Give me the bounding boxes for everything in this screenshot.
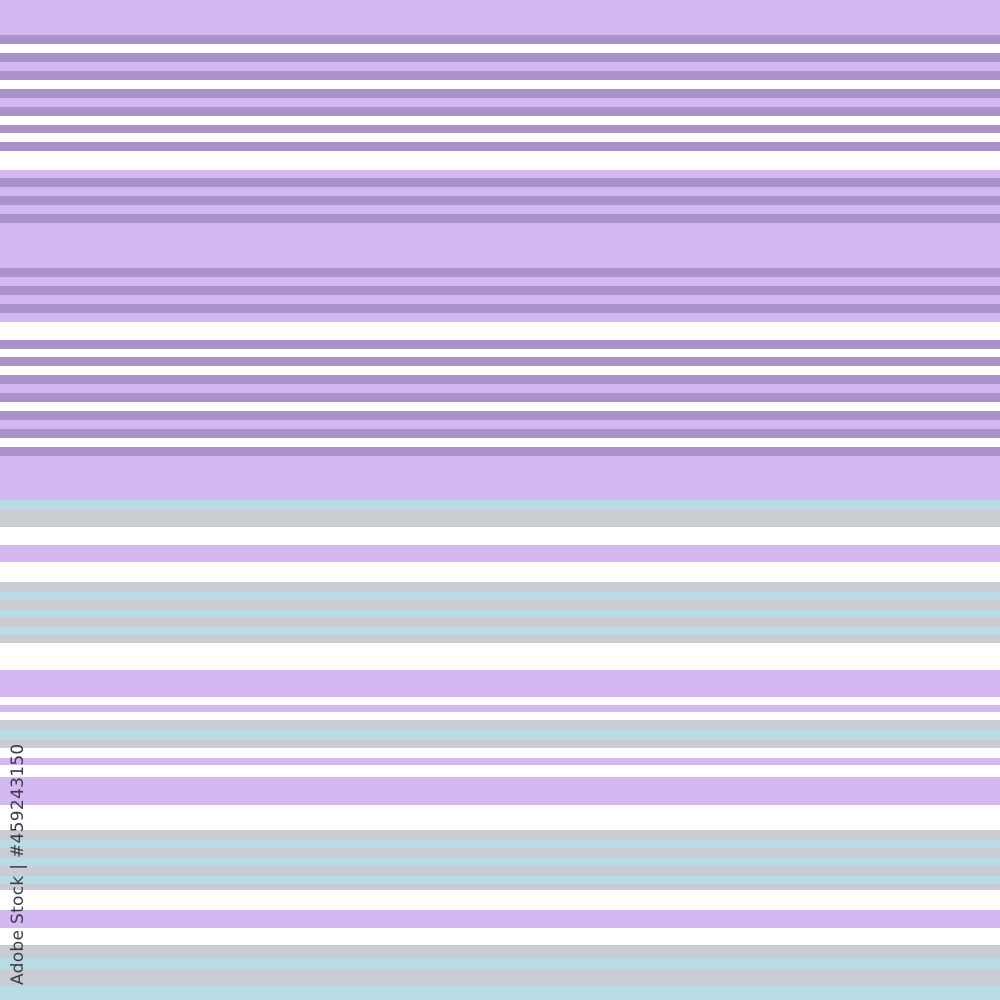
- stripe-light-blue: [0, 730, 1000, 740]
- stripe-light-blue: [0, 958, 1000, 970]
- stripe-light-blue: [0, 627, 1000, 635]
- stripe-light-purple: [0, 758, 1000, 765]
- stripe-dark-purple: [0, 35, 1000, 44]
- stripe-gray: [0, 600, 1000, 610]
- stripe-light-purple: [0, 205, 1000, 214]
- stripe-light-purple: [0, 670, 1000, 697]
- stripe-light-blue: [0, 610, 1000, 618]
- stripe-white: [0, 643, 1000, 670]
- stripe-white: [0, 765, 1000, 777]
- stripe-gray: [0, 582, 1000, 592]
- stripe-gray: [0, 830, 1000, 840]
- stripe-dark-purple: [0, 142, 1000, 151]
- stripe-dark-purple: [0, 357, 1000, 366]
- stripe-dark-purple: [0, 286, 1000, 295]
- stripe-white: [0, 748, 1000, 758]
- stripe-dark-purple: [0, 340, 1000, 349]
- stripe-gray: [0, 848, 1000, 858]
- stripe-light-purple: [0, 187, 1000, 196]
- stripe-light-blue: [0, 500, 1000, 510]
- stripe-light-purple: [0, 910, 1000, 928]
- stripe-gray: [0, 635, 1000, 643]
- stripe-dark-purple: [0, 125, 1000, 133]
- stripe-white: [0, 133, 1000, 142]
- stripe-light-purple: [0, 705, 1000, 712]
- stripe-white: [0, 349, 1000, 357]
- stripe-dark-purple: [0, 268, 1000, 277]
- stripe-light-purple: [0, 98, 1000, 107]
- stripe-light-purple: [0, 313, 1000, 322]
- stripe-light-blue: [0, 876, 1000, 884]
- stripe-dark-purple: [0, 214, 1000, 223]
- stripe-light-purple: [0, 384, 1000, 393]
- stripe-light-purple: [0, 295, 1000, 304]
- stripe-dark-purple: [0, 393, 1000, 402]
- stripe-white: [0, 438, 1000, 447]
- stripe-light-purple: [0, 62, 1000, 71]
- stripe-white: [0, 402, 1000, 411]
- stripe-light-blue: [0, 985, 1000, 1000]
- stripe-white: [0, 527, 1000, 545]
- stripe-white: [0, 44, 1000, 53]
- stripe-dark-purple: [0, 304, 1000, 313]
- stripe-light-purple: [0, 223, 1000, 268]
- stripe-light-purple: [0, 777, 1000, 805]
- stripe-gray: [0, 720, 1000, 730]
- stripe-white: [0, 890, 1000, 910]
- stripe-white: [0, 697, 1000, 705]
- stripe-gray: [0, 945, 1000, 958]
- stripe-light-purple: [0, 170, 1000, 178]
- stripe-gray: [0, 740, 1000, 748]
- stripe-light-blue: [0, 840, 1000, 848]
- stripe-white: [0, 80, 1000, 89]
- stripe-dark-purple: [0, 375, 1000, 384]
- stripe-white: [0, 712, 1000, 720]
- stripe-gray: [0, 510, 1000, 527]
- stripe-gray: [0, 884, 1000, 890]
- stripe-gray: [0, 970, 1000, 985]
- stripe-gray: [0, 618, 1000, 627]
- stripe-white: [0, 151, 1000, 170]
- stripe-dark-purple: [0, 71, 1000, 80]
- stripe-dark-purple: [0, 429, 1000, 438]
- stripe-dark-purple: [0, 89, 1000, 98]
- stripe-gray: [0, 866, 1000, 876]
- stripe-dark-purple: [0, 178, 1000, 187]
- stripe-light-purple: [0, 0, 1000, 35]
- stripe-light-blue: [0, 592, 1000, 600]
- stripe-light-purple: [0, 456, 1000, 500]
- stripe-dark-purple: [0, 411, 1000, 420]
- stripe-white: [0, 366, 1000, 375]
- stripe-dark-purple: [0, 107, 1000, 116]
- stripe-white: [0, 116, 1000, 125]
- stripe-white: [0, 928, 1000, 945]
- stripe-light-purple: [0, 420, 1000, 429]
- stripe-light-purple: [0, 277, 1000, 286]
- stripe-white: [0, 562, 1000, 582]
- stripe-white: [0, 805, 1000, 830]
- stripe-light-blue: [0, 858, 1000, 866]
- watermark-text: Adobe Stock | #459243150: [8, 743, 28, 985]
- stripe-dark-purple: [0, 53, 1000, 62]
- stripe-light-purple: [0, 545, 1000, 562]
- stripe-white: [0, 322, 1000, 340]
- stripe-dark-purple: [0, 196, 1000, 205]
- stripe-dark-purple: [0, 447, 1000, 456]
